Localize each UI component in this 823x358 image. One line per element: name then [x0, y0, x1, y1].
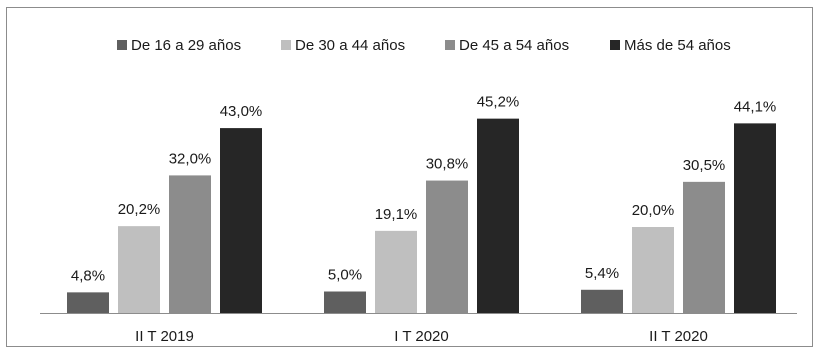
x-tick-label-2: I T 2020 [394, 328, 449, 345]
legend-label-2: De 30 a 44 años [295, 37, 405, 54]
data-label-1-2: 20,2% [118, 201, 161, 218]
legend-swatch-2 [281, 40, 291, 50]
bar-1-1 [67, 292, 109, 313]
data-label-2-2: 19,1% [375, 206, 418, 223]
bar-3-1 [581, 289, 623, 313]
data-label-3-4: 44,1% [734, 98, 777, 115]
bar-1-2 [118, 226, 160, 313]
bar-2-3 [426, 180, 468, 313]
data-label-3-3: 30,5% [683, 157, 726, 174]
legend-label-1: De 16 a 29 años [131, 37, 241, 54]
data-label-2-3: 30,8% [426, 156, 469, 173]
x-tick-label-1: II T 2019 [135, 328, 194, 345]
data-label-3-1: 5,4% [585, 265, 619, 282]
data-label-1-3: 32,0% [169, 150, 212, 167]
bar-3-2 [632, 227, 674, 313]
bar-2-4 [477, 118, 519, 313]
bar-3-3 [683, 181, 725, 313]
data-label-1-4: 43,0% [220, 103, 263, 120]
bar-2-2 [375, 230, 417, 313]
legend-swatch-4 [610, 40, 620, 50]
data-label-1-1: 4,8% [71, 267, 105, 284]
bar-3-4 [734, 123, 776, 314]
bar-1-4 [220, 128, 262, 313]
legend-swatch-1 [117, 40, 127, 50]
bar-1-3 [169, 175, 211, 313]
x-tick-label-3: II T 2020 [649, 328, 708, 345]
bar-2-1 [324, 291, 366, 313]
data-label-2-1: 5,0% [328, 267, 362, 284]
legend-label-3: De 45 a 54 años [459, 37, 569, 54]
data-label-2-4: 45,2% [477, 94, 520, 111]
legend-label-4: Más de 54 años [624, 37, 731, 54]
legend-swatch-3 [445, 40, 455, 50]
data-label-3-2: 20,0% [632, 202, 675, 219]
